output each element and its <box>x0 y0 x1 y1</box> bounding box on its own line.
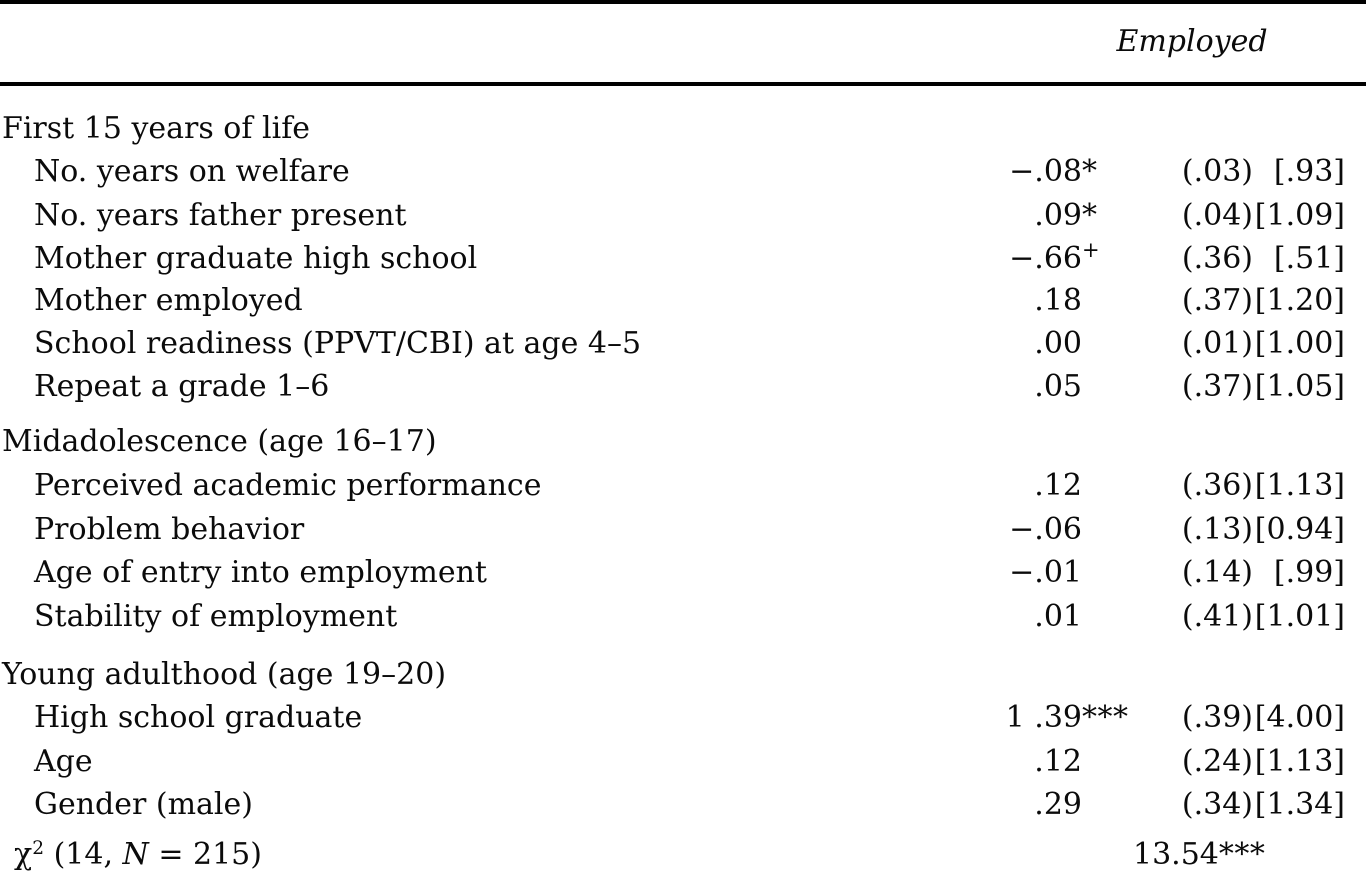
coefficient-value: .00 <box>1034 326 1082 361</box>
row-label: Mother employed <box>34 283 303 318</box>
odds-ratio-value: [1.34] <box>1254 787 1345 822</box>
row-label: Perceived academic performance <box>34 468 542 503</box>
standard-error-value: (.37) <box>1181 283 1253 318</box>
table-row: High school graduate 1 .39 *** (.39) [4.00] <box>0 696 1366 740</box>
chi-square-label: χ2 (14, N = 215) <box>14 833 262 881</box>
chi-symbol: χ <box>14 837 33 872</box>
table-top-rule <box>0 0 1366 4</box>
standard-error-value: (.04) <box>1181 198 1253 233</box>
coefficient-value: −.08 <box>1009 154 1082 189</box>
section-header-row: Midadolescence (age 16–17) <box>0 420 1366 464</box>
row-label: Gender (male) <box>34 787 253 822</box>
table-row: Age .12 (.24) [1.13] <box>0 740 1366 784</box>
standard-error-value: (.34) <box>1181 787 1253 822</box>
chi-exponent: 2 <box>32 837 45 859</box>
table-row: Mother employed .18 (.37) [1.20] <box>0 279 1366 323</box>
table-row: Gender (male) .29 (.34) [1.34] <box>0 783 1366 827</box>
row-label: High school graduate <box>34 700 363 735</box>
row-label: Mother graduate high school <box>34 241 478 276</box>
chi-df-text: (14, <box>44 837 123 872</box>
standard-error-value: (.39) <box>1181 700 1253 735</box>
odds-ratio-value: [.99] <box>1273 555 1345 590</box>
odds-ratio-value: [1.13] <box>1254 468 1345 503</box>
chi-square-statistic: 13.54 <box>1133 837 1219 872</box>
section-header-row: Young adulthood (age 19–20) <box>0 653 1366 697</box>
standard-error-value: (.36) <box>1181 468 1253 503</box>
coefficient-value: .12 <box>1034 744 1082 779</box>
coefficient-value: .12 <box>1034 468 1082 503</box>
coefficient-value: −.66 <box>1009 241 1082 276</box>
table-row: Mother graduate high school −.66 + (.36) [.5… <box>0 237 1366 281</box>
significance-marker: *** <box>1082 700 1129 735</box>
table-row: No. years father present .09 * (.04) [1.09] <box>0 194 1366 238</box>
significance-marker: * <box>1082 198 1098 233</box>
section-title: Young adulthood (age 19–20) <box>2 657 447 692</box>
coefficient-value: .09 <box>1034 198 1082 233</box>
coefficient-value: .29 <box>1034 787 1082 822</box>
chi-n-symbol: N <box>122 837 149 872</box>
odds-ratio-value: [1.09] <box>1254 198 1345 233</box>
standard-error-value: (.41) <box>1181 599 1253 634</box>
significance-marker: * <box>1082 154 1098 189</box>
significance-marker: + <box>1082 238 1100 262</box>
chi-n-value-text: = 215) <box>148 837 262 872</box>
odds-ratio-value: [1.05] <box>1254 369 1345 404</box>
coefficient-value: 1 .39 <box>1005 700 1082 735</box>
standard-error-value: (.13) <box>1181 512 1253 547</box>
column-header-employed: Employed <box>1116 24 1268 59</box>
table-row: Problem behavior −.06 (.13) [0.94] <box>0 508 1366 552</box>
odds-ratio-value: [1.01] <box>1254 599 1345 634</box>
standard-error-value: (.01) <box>1181 326 1253 361</box>
row-label: Stability of employment <box>34 599 398 634</box>
odds-ratio-value: [1.20] <box>1254 283 1345 318</box>
table-header-rule <box>0 82 1366 86</box>
odds-ratio-value: [0.94] <box>1254 512 1345 547</box>
chi-square-significance-marker: *** <box>1218 837 1266 872</box>
section-title: Midadolescence (age 16–17) <box>2 424 437 459</box>
odds-ratio-value: [4.00] <box>1254 700 1345 735</box>
coefficient-value: .05 <box>1034 369 1082 404</box>
section-header-row: First 15 years of life <box>0 107 1366 151</box>
coefficient-value: −.06 <box>1009 512 1082 547</box>
row-label: Problem behavior <box>34 512 305 547</box>
odds-ratio-value: [1.00] <box>1254 326 1345 361</box>
odds-ratio-value: [.51] <box>1273 241 1345 276</box>
table-row: No. years on welfare −.08 * (.03) [.93] <box>0 150 1366 194</box>
coefficient-value: .18 <box>1034 283 1082 318</box>
table-row: School readiness (PPVT/CBI) at age 4–5 .0… <box>0 322 1366 366</box>
coefficient-value: −.01 <box>1009 555 1082 590</box>
section-title: First 15 years of life <box>2 111 311 146</box>
row-label: Age <box>34 744 93 779</box>
standard-error-value: (.03) <box>1181 154 1253 189</box>
row-label: No. years father present <box>34 198 407 233</box>
row-label: School readiness (PPVT/CBI) at age 4–5 <box>34 326 642 361</box>
odds-ratio-value: [.93] <box>1273 154 1345 189</box>
row-label: No. years on welfare <box>34 154 350 189</box>
table-row: Repeat a grade 1–6 .05 (.37) [1.05] <box>0 365 1366 409</box>
row-label: Repeat a grade 1–6 <box>34 369 330 404</box>
coefficient-value: .01 <box>1034 599 1082 634</box>
chi-square-value: 13.54*** <box>1133 833 1265 877</box>
standard-error-value: (.36) <box>1181 241 1253 276</box>
standard-error-value: (.24) <box>1181 744 1253 779</box>
standard-error-value: (.37) <box>1181 369 1253 404</box>
standard-error-value: (.14) <box>1181 555 1253 590</box>
table-row: Stability of employment .01 (.41) [1.01] <box>0 595 1366 639</box>
odds-ratio-value: [1.13] <box>1254 744 1345 779</box>
row-label: Age of entry into employment <box>34 555 487 590</box>
table-row: Perceived academic performance .12 (.36) [1… <box>0 464 1366 508</box>
table-row: Age of entry into employment −.01 (.14) [.9… <box>0 551 1366 595</box>
chi-square-row: χ2 (14, N = 215) 13.54*** <box>0 833 1366 877</box>
